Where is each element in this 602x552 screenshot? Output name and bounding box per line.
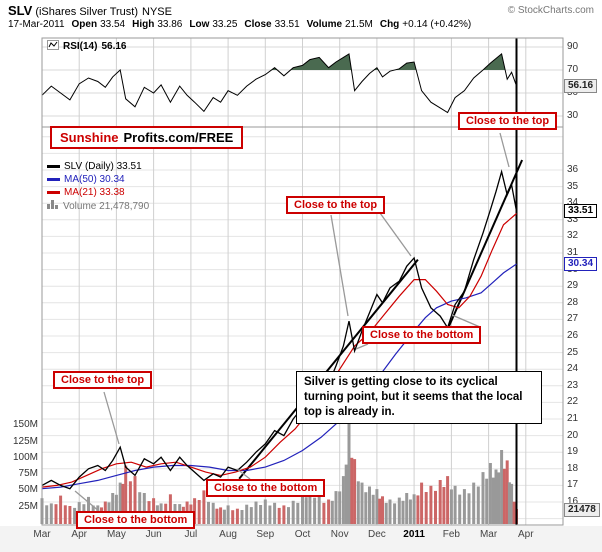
ticker-exchange: NYSE [142,6,172,18]
quote-field-label: High [132,19,155,30]
indicator-line-icon [47,40,59,53]
x-axis-label: Apr [71,529,87,540]
quote-field-value: +0.14 (+0.42%) [402,19,472,30]
price-tick-label: 23 [567,379,579,391]
x-axis-label: Mar [479,529,498,540]
volume-tick-label: 125M [12,435,38,447]
x-axis-label: Aug [219,529,237,540]
volume-value-tag: 21478 [564,503,600,517]
legend-ma21-label: MA(21) 33.38 [64,187,125,198]
x-axis-label: Apr [518,529,534,540]
watermark-accent: Sunshine [60,130,119,145]
volume-tick-label: 50M [18,484,38,496]
legend-volume-label: Volume 21,478,790 [63,200,150,212]
callout-top-dec2010: Close to the top [286,196,386,214]
price-tick-label: 18 [567,462,579,474]
price-tick-label: 32 [567,230,579,242]
quote-field-label: Close [244,19,272,30]
quote-field-label: Volume [306,19,343,30]
quote-field-value: 33.86 [157,19,183,30]
quote-date: 17-Mar-2011 [8,19,65,30]
watermark-rest: Profits.com/FREE [123,130,234,145]
x-axis-label: Feb [442,529,460,540]
ma50-value-tag: 30.34 [564,256,598,271]
x-axis-label: May [106,529,126,540]
quote-fields: Open 33.54 High 33.86 Low 33.25 Close 33.51 Volu… [65,19,472,30]
legend-row-ma21: MA(21) 33.38 [47,186,149,199]
price-tick-label: 36 [567,164,579,175]
quote-field-value: 33.51 [274,19,300,30]
analysis-note: Silver is getting close to its cyclical … [296,371,542,424]
price-tick-label: 31 [567,247,579,258]
price-tick-label: 21 [567,413,579,424]
quote-field-value: 21.5M [345,19,373,30]
rsi-value: 56.16 [101,41,127,52]
rsi-legend: RSI(14) 56.16 [47,40,126,53]
rsi-tick-label: 90 [567,41,579,52]
volume-tick-label: 25M [18,500,38,512]
rsi-tick-label: 70 [567,64,579,75]
volume-bars-icon [47,199,59,213]
x-axis-label: Dec [368,529,386,540]
callout-bottom-feb2010: Close to the bottom [76,511,196,529]
price-tick-label: 35 [567,180,579,192]
quote-line: 17-Mar-2011 Open 33.54 High 33.86 Low 33.25 Clo… [8,19,471,30]
ticker-symbol: SLV [8,3,33,18]
callout-top-may2010: Close to the top [53,371,153,389]
rsi-label: RSI(14) [63,41,98,52]
price-tick-label: 24 [567,363,579,375]
last-price-tag: 33.51 [564,204,598,219]
copyright: © StockCharts.com [507,5,594,16]
price-tick-label: 17 [567,479,579,491]
price-tick-label: 16 [567,496,579,507]
quote-field-label: Low [189,19,210,30]
volume-tick-label: 150M [12,419,38,431]
rsi-value-tag: 56.16 [564,78,598,93]
quote-field-value: 33.25 [212,19,238,30]
ma21-line-swatch [47,191,60,194]
quote-field-label: Open [71,19,98,30]
main-legend: SLV (Daily) 33.51 MA(50) 30.34 MA(21) 33… [47,160,149,213]
callout-bottom-jul2010: Close to the bottom [206,479,326,497]
volume-tick-label: 100M [12,451,38,463]
x-axis-label: 2011 [403,529,425,540]
price-tick-label: 29 [567,280,579,292]
price-tick-label: 33 [567,213,579,225]
x-axis-label: Nov [330,529,349,540]
sunshine-profits-watermark: Sunshine Profits.com/FREE [50,126,244,149]
price-tick-label: 34 [567,197,579,209]
volume-tick-label: 75M [18,468,38,480]
callout-top-mar2011: Close to the top [458,112,558,130]
x-axis-label: Mar [33,529,51,540]
callout-bottom-jan2011: Close to the bottom [362,326,482,344]
ticker-name: (iShares Silver Trust) [35,6,139,18]
rsi-tick-label: 30 [567,110,579,121]
x-axis-label: Jul [184,529,198,540]
x-axis-label: Jun [145,529,162,540]
price-tick-label: 22 [567,396,579,408]
chart-header: SLV (iShares Silver Trust) NYSE © StockCha… [8,3,596,18]
quote-field-label: Chg [379,19,400,30]
price-tick-label: 25 [567,346,579,358]
x-axis-label: Oct [294,529,311,540]
price-tick-label: 26 [567,330,579,341]
legend-row-slv: SLV (Daily) 33.51 [47,160,149,173]
legend-ma50-label: MA(50) 30.34 [64,174,125,185]
legend-row-volume: Volume 21,478,790 [47,199,149,213]
legend-row-ma50: MA(50) 30.34 [47,173,149,186]
price-tick-label: 19 [567,446,579,458]
slv-line-swatch [47,165,60,168]
price-tick-label: 27 [567,313,579,325]
price-tick-label: 28 [567,296,579,308]
x-axis-label: Sep [256,529,275,540]
legend-slv-label: SLV (Daily) 33.51 [64,161,142,172]
ma50-line-swatch [47,178,60,181]
price-tick-label: 20 [567,429,579,441]
quote-field-value: 33.54 [100,19,126,30]
